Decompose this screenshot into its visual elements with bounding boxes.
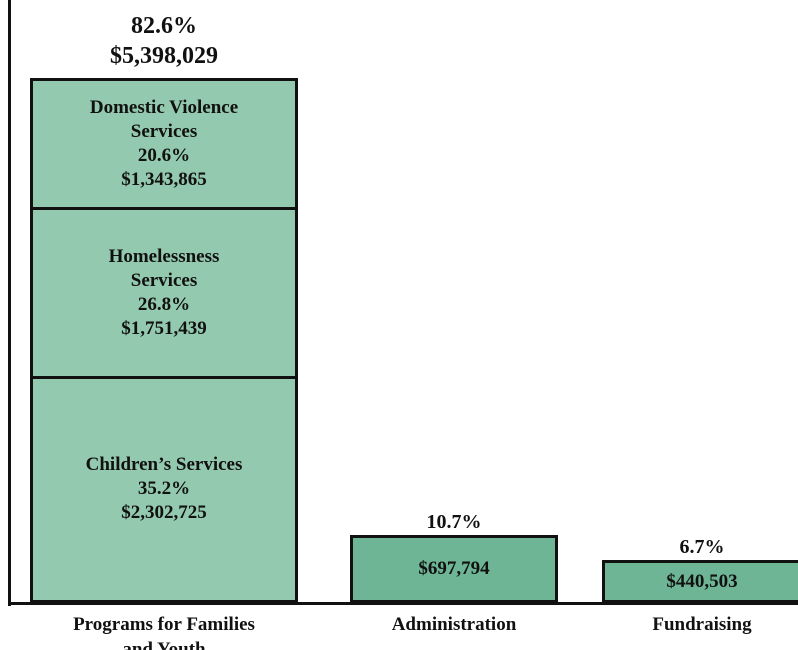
bar: $697,794 — [350, 535, 558, 603]
segment-amount-label: $1,343,865 — [121, 168, 207, 192]
bar-amount-label: $697,794 — [418, 558, 489, 580]
segment-name: Children’s Services — [80, 453, 248, 477]
x-category-label: Fundraising — [602, 612, 798, 637]
y-axis-line — [8, 0, 11, 606]
segment-name: Domestic Violence Services — [80, 96, 248, 144]
segment-percent-label: 35.2% — [138, 477, 190, 501]
x-category-label: Administration — [354, 612, 554, 637]
segment-name: Homelessness Services — [80, 245, 248, 293]
x-category-label: Programs for Families and Youth — [64, 612, 264, 650]
bar-percent-label: 10.7% — [350, 511, 558, 533]
bar-percent-label: 6.7% — [602, 536, 798, 558]
bar-amount-label: $5,398,029 — [30, 42, 298, 70]
segment-percent-label: 26.8% — [138, 293, 190, 317]
bar-percent-label: 82.6% — [30, 12, 298, 40]
bar-amount-label: $440,503 — [666, 571, 737, 593]
segment-percent-label: 20.6% — [138, 144, 190, 168]
segment-amount-label: $2,302,725 — [121, 501, 207, 525]
segment-amount-label: $1,751,439 — [121, 317, 207, 341]
bar: $440,503 — [602, 560, 798, 603]
chart: Programs for Families and Youth Children’… — [0, 0, 798, 650]
